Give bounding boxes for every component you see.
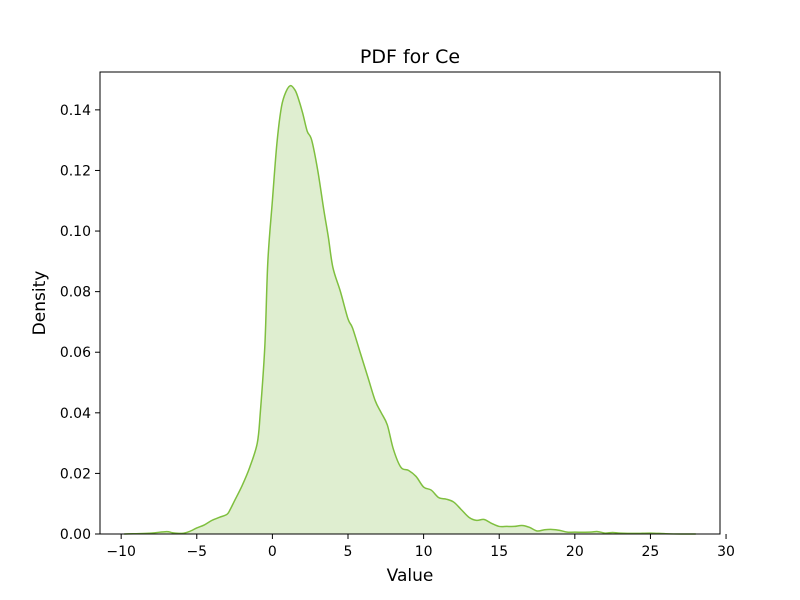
x-tick-label: 10 — [415, 544, 433, 560]
x-tick-label: 25 — [642, 544, 660, 560]
y-tick-label: 0.00 — [60, 527, 91, 543]
density-fill-area — [124, 85, 696, 535]
x-tick-label: 15 — [490, 544, 508, 560]
y-axis-label: Density — [30, 271, 50, 336]
x-tick-label: 20 — [566, 544, 584, 560]
density-line — [124, 84, 696, 535]
x-axis: −10 −5 0 5 10 15 20 25 30 — [106, 534, 735, 560]
plot-area — [124, 84, 696, 535]
y-tick-label: 0.08 — [60, 285, 91, 301]
x-tick-label: 0 — [268, 544, 277, 560]
y-axis: 0.00 0.02 0.04 0.06 0.08 0.10 0.12 0.14 — [60, 103, 100, 543]
x-tick-label: −5 — [186, 544, 207, 560]
y-tick-label: 0.06 — [60, 345, 91, 361]
y-tick-label: 0.10 — [60, 224, 91, 240]
chart-title: PDF for Ce — [360, 46, 460, 68]
x-tick-label: 5 — [344, 544, 353, 560]
axes-frame — [99, 71, 721, 535]
y-tick-label: 0.14 — [60, 103, 91, 119]
x-axis-label: Value — [387, 566, 434, 586]
x-tick-label: −10 — [106, 544, 136, 560]
y-tick-label: 0.04 — [60, 406, 91, 422]
y-tick-label: 0.02 — [60, 466, 91, 482]
x-tick-label: 30 — [717, 544, 735, 560]
y-tick-label: 0.12 — [60, 163, 91, 179]
